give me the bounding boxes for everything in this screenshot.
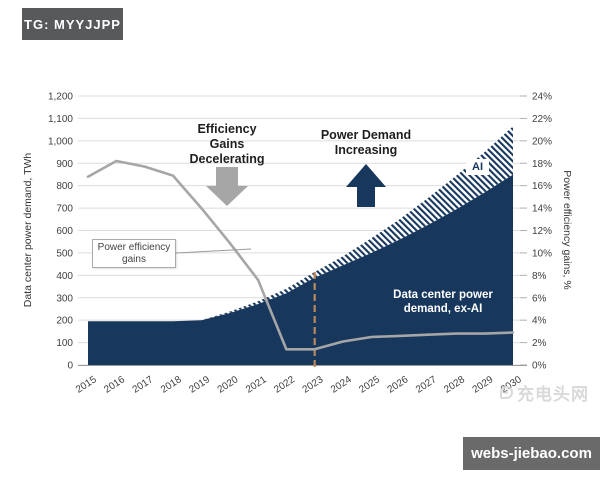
left-axis-title: Data center power demand, TWh bbox=[22, 152, 34, 308]
weibo-logo-icon bbox=[500, 386, 513, 399]
x-axis-tick-label: 2017 bbox=[131, 374, 156, 396]
x-axis-tick-label: 2026 bbox=[386, 374, 411, 396]
x-axis-tick-label: 2028 bbox=[442, 374, 467, 396]
left-axis-tick-label: 900 bbox=[56, 159, 73, 170]
left-axis-tick-label: 100 bbox=[56, 338, 73, 349]
right-axis-title: Power efficiency gains, % bbox=[561, 170, 573, 290]
ai-area-label: AI bbox=[466, 159, 489, 175]
right-axis-tick-label: 2% bbox=[532, 338, 547, 349]
chart-areas bbox=[88, 126, 514, 365]
annotation-power-demand-increasing: Power Demand Increasing bbox=[320, 128, 412, 157]
x-axis-tick-label: 2019 bbox=[187, 374, 212, 396]
right-axis-tick-label: 14% bbox=[532, 204, 552, 215]
right-axis-tick-label: 6% bbox=[532, 293, 547, 304]
x-axis-tick-label: 2022 bbox=[272, 374, 297, 396]
right-axis-tick-label: 0% bbox=[532, 361, 547, 372]
right-axis-tick-label: 24% bbox=[532, 92, 552, 103]
callout-leader-line bbox=[175, 248, 252, 254]
x-axis-tick-label: 2016 bbox=[102, 374, 127, 396]
right-axis-tick-label: 20% bbox=[532, 136, 552, 147]
down-arrow-icon bbox=[206, 167, 248, 206]
watermark-cn-text: 充电头网 bbox=[517, 385, 589, 404]
chart-lines bbox=[86, 159, 515, 369]
right-axis-tick-label: 10% bbox=[532, 248, 552, 259]
right-axis-tick-label: 8% bbox=[532, 271, 547, 282]
right-axis-tick-label: 4% bbox=[532, 316, 547, 327]
left-axis-tick-label: 1,000 bbox=[48, 136, 73, 147]
left-axis-tick-label: 700 bbox=[56, 204, 73, 215]
left-axis-tick-label: 600 bbox=[56, 226, 73, 237]
ex-ai-area bbox=[88, 174, 513, 365]
watermark-site-box: webs-jiebao.com bbox=[463, 437, 600, 470]
x-axis-tick-label: 2025 bbox=[357, 374, 382, 396]
annotation-efficiency-gains-decelerating: Efficiency Gains Decelerating bbox=[189, 122, 265, 166]
tg-badge: TG: MYYJJPP bbox=[22, 8, 123, 40]
x-axis-tick-label: 2018 bbox=[159, 374, 184, 396]
left-axis-tick-label: 200 bbox=[56, 316, 73, 327]
ex-ai-area-label: Data center power demand, ex-AI bbox=[393, 289, 493, 315]
left-axis-tick-label: 500 bbox=[56, 248, 73, 259]
x-axis-tick-label: 2027 bbox=[414, 374, 439, 396]
watermark-charger-network: 充电头网 bbox=[500, 380, 589, 405]
x-axis-tick-label: 2029 bbox=[471, 374, 496, 396]
efficiency-line bbox=[86, 159, 515, 351]
up-arrow-icon bbox=[346, 164, 386, 207]
right-axis-tick-label: 16% bbox=[532, 181, 552, 192]
left-axis-tick-label: 800 bbox=[56, 181, 73, 192]
left-axis-tick-label: 0 bbox=[67, 361, 73, 372]
left-axis-tick-label: 1,100 bbox=[48, 114, 73, 125]
x-axis-tick-label: 2015 bbox=[74, 374, 99, 396]
left-axis-tick-label: 400 bbox=[56, 271, 73, 282]
left-axis-tick-label: 1,200 bbox=[48, 92, 73, 103]
x-axis-tick-label: 2020 bbox=[216, 374, 241, 396]
left-axis-tick-label: 300 bbox=[56, 293, 73, 304]
x-axis-tick-label: 2021 bbox=[244, 374, 269, 396]
power-efficiency-gains-callout: Power efficiency gains bbox=[92, 239, 176, 268]
right-axis-tick-label: 22% bbox=[532, 114, 552, 125]
right-axis-tick-label: 18% bbox=[532, 159, 552, 170]
right-axis-tick-label: 12% bbox=[532, 226, 552, 237]
x-axis-tick-label: 2023 bbox=[301, 374, 326, 396]
x-axis-tick-label: 2024 bbox=[329, 374, 354, 396]
